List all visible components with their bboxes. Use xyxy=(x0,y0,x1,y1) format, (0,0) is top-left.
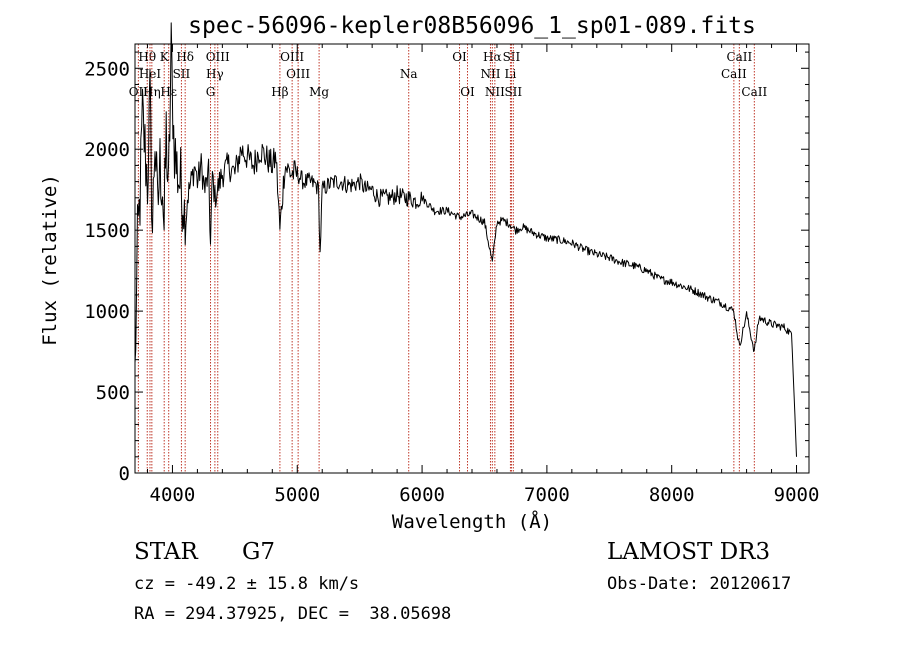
plot-frame xyxy=(134,43,810,474)
x-tick-label-3: 7000 xyxy=(524,484,570,506)
marker-label-25: CaII xyxy=(721,67,747,81)
marker-label-10: G xyxy=(206,85,216,99)
marker-label-17: OI xyxy=(460,85,475,99)
marker-label-5: Hε xyxy=(160,85,177,99)
y-tick-label-5: 2500 xyxy=(84,58,130,80)
marker-label-8: OIII xyxy=(206,50,230,64)
y-axis: 0 500 1000 1500 2000 2500 xyxy=(84,51,809,485)
y-axis-label: Flux (relative) xyxy=(39,174,61,346)
x-tick-label-5: 9000 xyxy=(774,484,820,506)
marker-label-12: OIII xyxy=(286,67,310,81)
marker-label-6: Hδ xyxy=(176,50,194,64)
marker-label-4: K xyxy=(160,50,170,64)
marker-label-20: NII xyxy=(485,85,505,99)
marker-label-7: SII xyxy=(173,67,191,81)
y-tick-label-1: 500 xyxy=(96,382,130,404)
marker-label-26: CaII xyxy=(741,85,767,99)
marker-label-23: SII xyxy=(504,85,522,99)
x-axis: 4000 5000 6000 7000 8000 9000 xyxy=(146,44,820,506)
marker-label-0: Hθ xyxy=(138,50,156,64)
spectrum-layer xyxy=(134,22,797,457)
coordinates: RA = 294.37925, DEC = 38.05698 xyxy=(134,604,452,624)
marker-label-14: Mg xyxy=(309,85,329,99)
spectrum-line xyxy=(134,22,797,457)
marker-label-19: NII xyxy=(480,67,500,81)
marker-label-18: Hα xyxy=(483,50,502,64)
x-tick-label-1: 5000 xyxy=(274,484,320,506)
y-tick-label-0: 0 xyxy=(119,463,130,485)
redshift-cz: cz = -49.2 ± 15.8 km/s xyxy=(134,574,360,594)
subclass: G7 xyxy=(242,539,276,565)
marker-label-22: Li xyxy=(505,67,517,81)
y-tick-label-3: 1500 xyxy=(84,220,130,242)
marker-label-11: OIII xyxy=(280,50,304,64)
marker-label-15: Na xyxy=(400,67,418,81)
obs-date: Obs-Date: 20120617 xyxy=(607,574,792,594)
y-tick-label-4: 2000 xyxy=(84,139,130,161)
marker-label-1: OII xyxy=(129,85,149,99)
chart-title: spec-56096-kepler08B56096_1_sp01-089.fit… xyxy=(188,13,756,39)
object-class: STAR xyxy=(134,539,198,565)
marker-label-13: Hβ xyxy=(271,85,288,99)
marker-label-3: Hη xyxy=(143,85,161,99)
survey-name: LAMOST DR3 xyxy=(607,539,771,565)
x-axis-label: Wavelength (Å) xyxy=(392,510,552,533)
x-tick-label-2: 6000 xyxy=(399,484,445,506)
marker-label-24: CaII xyxy=(726,50,752,64)
marker-label-21: SII xyxy=(503,50,521,64)
marker-label-16: OI xyxy=(452,50,467,64)
y-tick-label-2: 1000 xyxy=(84,301,130,323)
x-tick-label-0: 4000 xyxy=(150,484,196,506)
marker-label-9: Hγ xyxy=(206,67,224,81)
x-tick-label-4: 8000 xyxy=(649,484,695,506)
